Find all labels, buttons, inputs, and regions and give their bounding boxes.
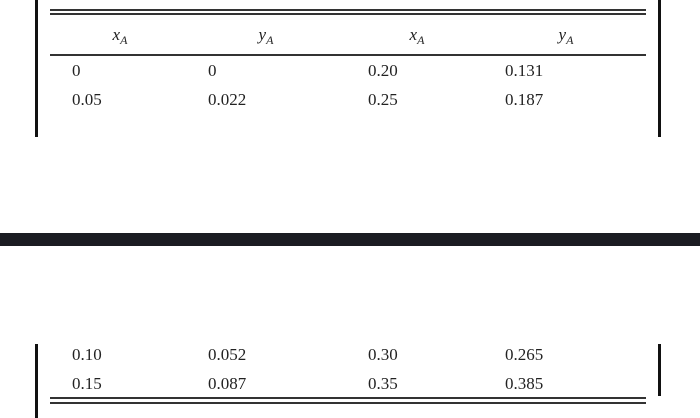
header-subscript: A xyxy=(266,33,274,47)
table-cell: 0.30 xyxy=(368,345,398,364)
column-header: yA xyxy=(559,25,574,50)
left-border xyxy=(35,0,38,137)
header-subscript: A xyxy=(120,33,128,47)
table-cell: 0.022 xyxy=(208,90,247,109)
table-cell: 0.385 xyxy=(505,374,544,393)
table-cell: 0.187 xyxy=(505,90,544,109)
header-subscript: A xyxy=(417,33,425,47)
table-cell: 0.131 xyxy=(505,61,544,80)
table-cell: 0 xyxy=(208,61,217,80)
table-cell: 0.05 xyxy=(72,90,102,109)
header-rule xyxy=(50,54,646,56)
table-cell: 0 xyxy=(72,61,81,80)
table-cell: 0.35 xyxy=(368,374,398,393)
table-cell: 0.265 xyxy=(505,345,544,364)
table-cell: 0.25 xyxy=(368,90,398,109)
table-cell: 0.15 xyxy=(72,374,102,393)
column-header: yA xyxy=(259,25,274,50)
header-symbol: y xyxy=(558,25,567,44)
header-symbol: y xyxy=(258,25,267,44)
header-symbol: x xyxy=(112,25,121,44)
column-header: xA xyxy=(410,25,425,50)
table-cell: 0.10 xyxy=(72,345,102,364)
right-border xyxy=(658,0,661,137)
left-border xyxy=(35,344,38,418)
header-subscript: A xyxy=(566,33,574,47)
page-break xyxy=(0,233,700,246)
top-rule xyxy=(50,9,646,11)
table-cell: 0.20 xyxy=(368,61,398,80)
table-cell: 0.052 xyxy=(208,345,247,364)
right-border xyxy=(658,344,661,396)
bottom-rule xyxy=(50,397,646,399)
header-symbol: x xyxy=(409,25,418,44)
top-rule xyxy=(50,13,646,15)
table-cell: 0.087 xyxy=(208,374,247,393)
column-header: xA xyxy=(113,25,128,50)
bottom-rule xyxy=(50,402,646,404)
